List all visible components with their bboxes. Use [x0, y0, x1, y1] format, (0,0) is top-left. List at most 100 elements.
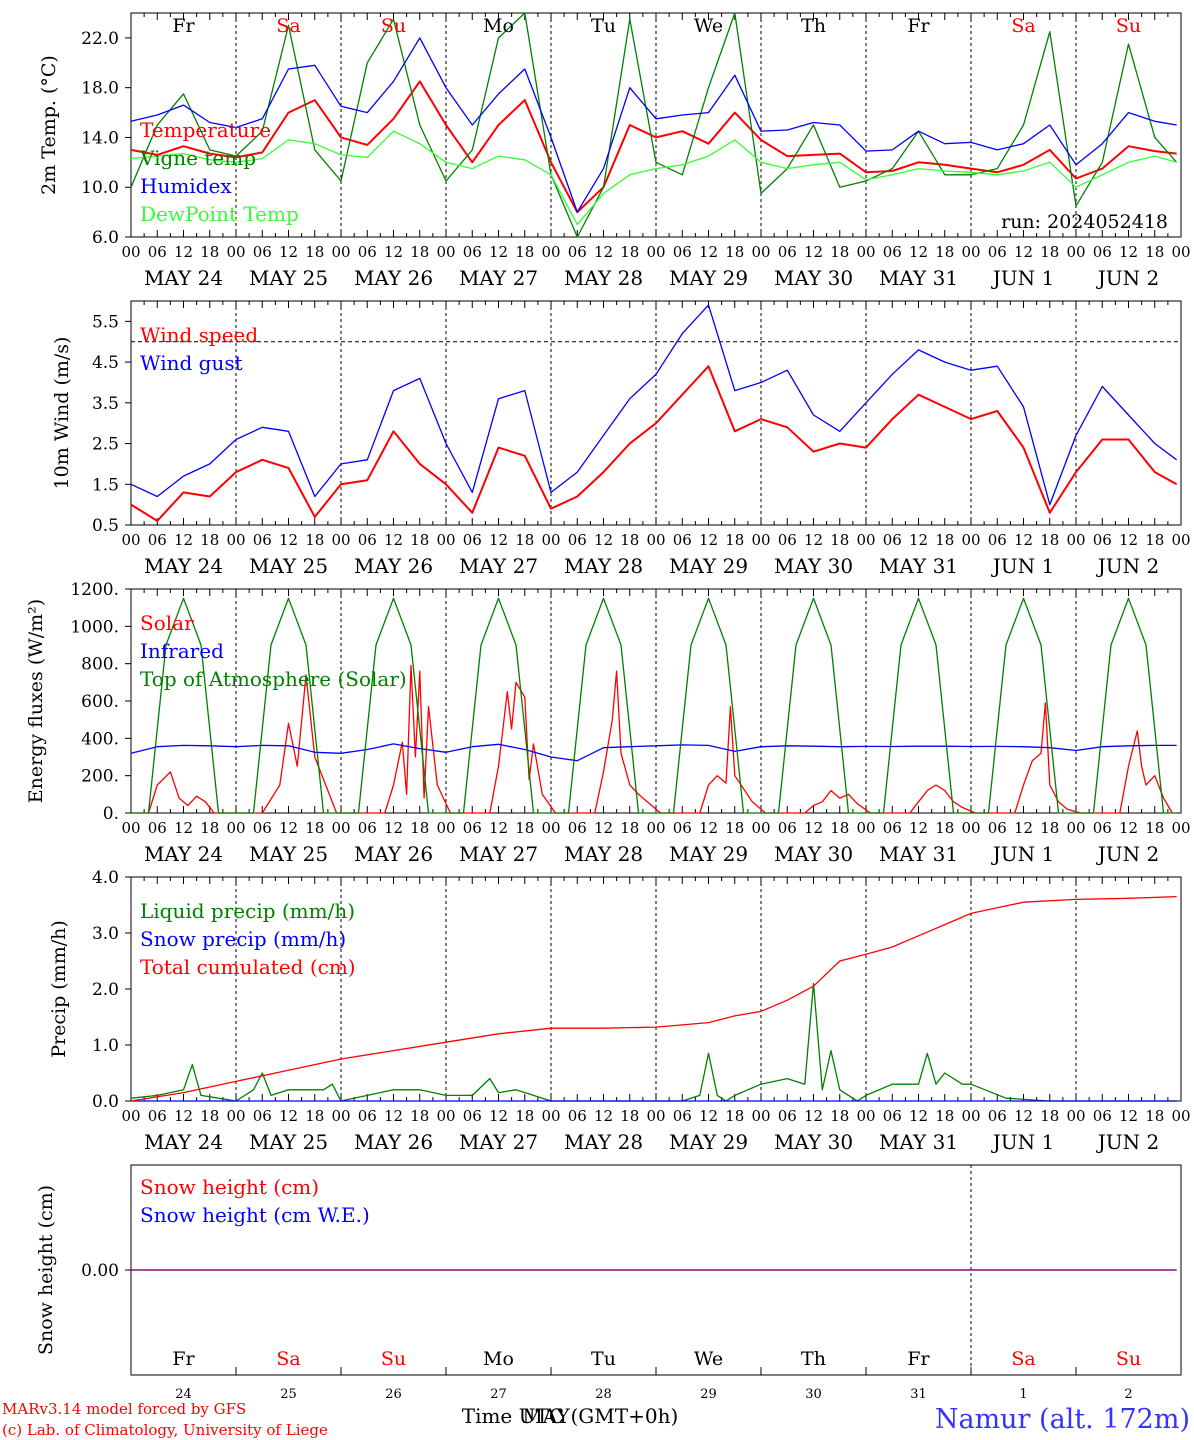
hour-tick-label: 06 — [358, 243, 377, 261]
series-line-wind-gust — [130, 304, 1177, 506]
station-label: Namur (alt. 172m) — [935, 1404, 1190, 1435]
hour-tick-label: 06 — [148, 243, 167, 261]
legend-entry: Liquid precip (mm/h) — [140, 899, 355, 923]
hour-tick-label: 18 — [725, 531, 744, 549]
hour-tick-label: 06 — [463, 243, 482, 261]
hour-tick-label: 00 — [541, 819, 560, 837]
legend-entry: Wind gust — [140, 351, 243, 375]
hour-tick-label: 18 — [935, 243, 954, 261]
hour-tick-label: 18 — [515, 1107, 534, 1125]
hour-tick-label: 18 — [1145, 531, 1164, 549]
run-label: run: 2024052418 — [1001, 211, 1168, 233]
hour-tick-label: 18 — [935, 531, 954, 549]
hour-tick-label: 12 — [909, 1107, 928, 1125]
day-number-label: 2 — [1124, 1387, 1132, 1402]
y-tick-label: 4.5 — [92, 353, 119, 373]
day-label: MAY 28 — [564, 842, 643, 866]
hour-tick-label: 12 — [489, 243, 508, 261]
y-tick-label: 0.00 — [81, 1261, 119, 1281]
y-tick-label: 1000. — [70, 617, 119, 637]
hour-tick-label: 12 — [1014, 1107, 1033, 1125]
day-label: MAY 31 — [879, 1130, 958, 1154]
hour-tick-label: 00 — [646, 243, 665, 261]
hour-tick-label: 12 — [804, 531, 823, 549]
y-axis-label: Precip (mm/h) — [48, 920, 70, 1058]
hour-tick-label: 12 — [384, 243, 403, 261]
day-label: MAY 29 — [669, 554, 748, 578]
hour-tick-label: 12 — [1119, 819, 1138, 837]
weekday-label-top: Tu — [591, 15, 616, 37]
y-tick-label: 0.0 — [92, 1092, 119, 1112]
hour-tick-label: 06 — [1093, 819, 1112, 837]
day-label: MAY 25 — [249, 266, 328, 290]
hour-tick-label: 06 — [148, 1107, 167, 1125]
hour-tick-label: 18 — [725, 819, 744, 837]
day-label: MAY 30 — [774, 266, 853, 290]
hour-tick-label: 06 — [253, 531, 272, 549]
credit-line-2: (c) Lab. of Climatology, University of L… — [2, 1421, 328, 1439]
hour-tick-label: 00 — [121, 531, 140, 549]
time-axis-label: Time UTC (GMT+0h) — [462, 1404, 679, 1428]
legend-entry: Vigne temp — [139, 146, 256, 170]
hour-tick-label: 00 — [856, 243, 875, 261]
hour-tick-label: 00 — [961, 243, 980, 261]
panel-4: 00 06 12 18 00 06 12 18 00 06 12 18 00 06 12 18 00 06 12 18… — [48, 868, 1191, 1154]
hour-tick-label: 06 — [778, 1107, 797, 1125]
hour-tick-label: 12 — [909, 531, 928, 549]
hour-tick-label: 00 — [751, 819, 770, 837]
hour-tick-label: 00 — [961, 531, 980, 549]
hour-tick-label: 06 — [358, 1107, 377, 1125]
hour-tick-label: 06 — [358, 819, 377, 837]
hour-tick-label: 18 — [725, 243, 744, 261]
legend-entry: Snow height (cm W.E.) — [140, 1203, 370, 1227]
hour-tick-label: 12 — [804, 1107, 823, 1125]
series-line-dewpoint-temp — [130, 130, 1177, 226]
hour-tick-label: 12 — [909, 243, 928, 261]
hour-tick-label: 12 — [804, 819, 823, 837]
hour-tick-label: 12 — [1119, 1107, 1138, 1125]
hour-tick-label: 12 — [1119, 243, 1138, 261]
hour-tick-label: 12 — [489, 1107, 508, 1125]
hour-tick-label: 18 — [1040, 1107, 1059, 1125]
y-tick-label: 400. — [81, 729, 119, 749]
hour-tick-label: 00 — [226, 531, 245, 549]
hour-tick-label: 18 — [830, 819, 849, 837]
hour-tick-label: 00 — [751, 1107, 770, 1125]
hour-tick-label: 00 — [856, 531, 875, 549]
hour-tick-label: 06 — [673, 1107, 692, 1125]
hour-tick-label: 00 — [1171, 1107, 1190, 1125]
hour-tick-label: 18 — [1145, 243, 1164, 261]
hour-tick-label: 06 — [463, 531, 482, 549]
legend-entry: Solar — [140, 611, 194, 635]
hour-tick-label: 00 — [646, 1107, 665, 1125]
hour-tick-label: 00 — [331, 531, 350, 549]
day-label: MAY 31 — [879, 554, 958, 578]
day-label: MAY 24 — [144, 266, 223, 290]
y-axis-label: Energy fluxes (W/m²) — [25, 599, 47, 803]
day-label: MAY 29 — [669, 842, 748, 866]
day-label: JUN 1 — [991, 842, 1054, 866]
day-label: JUN 2 — [1096, 1130, 1159, 1154]
y-tick-label: 0. — [103, 804, 119, 824]
day-label: MAY 25 — [249, 842, 328, 866]
hour-tick-label: 00 — [961, 819, 980, 837]
hour-tick-label: 12 — [699, 531, 718, 549]
weekday-label-top: Su — [1116, 15, 1141, 37]
hour-tick-label: 00 — [331, 1107, 350, 1125]
hour-tick-label: 12 — [699, 819, 718, 837]
y-tick-label: 18.0 — [81, 79, 119, 99]
y-tick-label: 10.0 — [81, 178, 119, 198]
hour-tick-label: 06 — [568, 1107, 587, 1125]
hour-tick-label: 06 — [148, 819, 167, 837]
weekday-label-bottom: Sa — [276, 1348, 300, 1370]
hour-tick-label: 00 — [1066, 243, 1085, 261]
hour-tick-label: 06 — [778, 243, 797, 261]
hour-tick-label: 06 — [883, 819, 902, 837]
series-line-solar — [131, 664, 1173, 814]
hour-tick-label: 12 — [279, 819, 298, 837]
hour-tick-label: 00 — [541, 531, 560, 549]
weekday-label-top: Th — [801, 15, 826, 37]
y-axis-label: Snow height (cm) — [35, 1185, 57, 1355]
panel-2: 00 06 12 18 00 06 12 18 00 06 12 18 00 06 12 18 00 06 12 18… — [51, 300, 1191, 578]
hour-tick-label: 06 — [1093, 531, 1112, 549]
